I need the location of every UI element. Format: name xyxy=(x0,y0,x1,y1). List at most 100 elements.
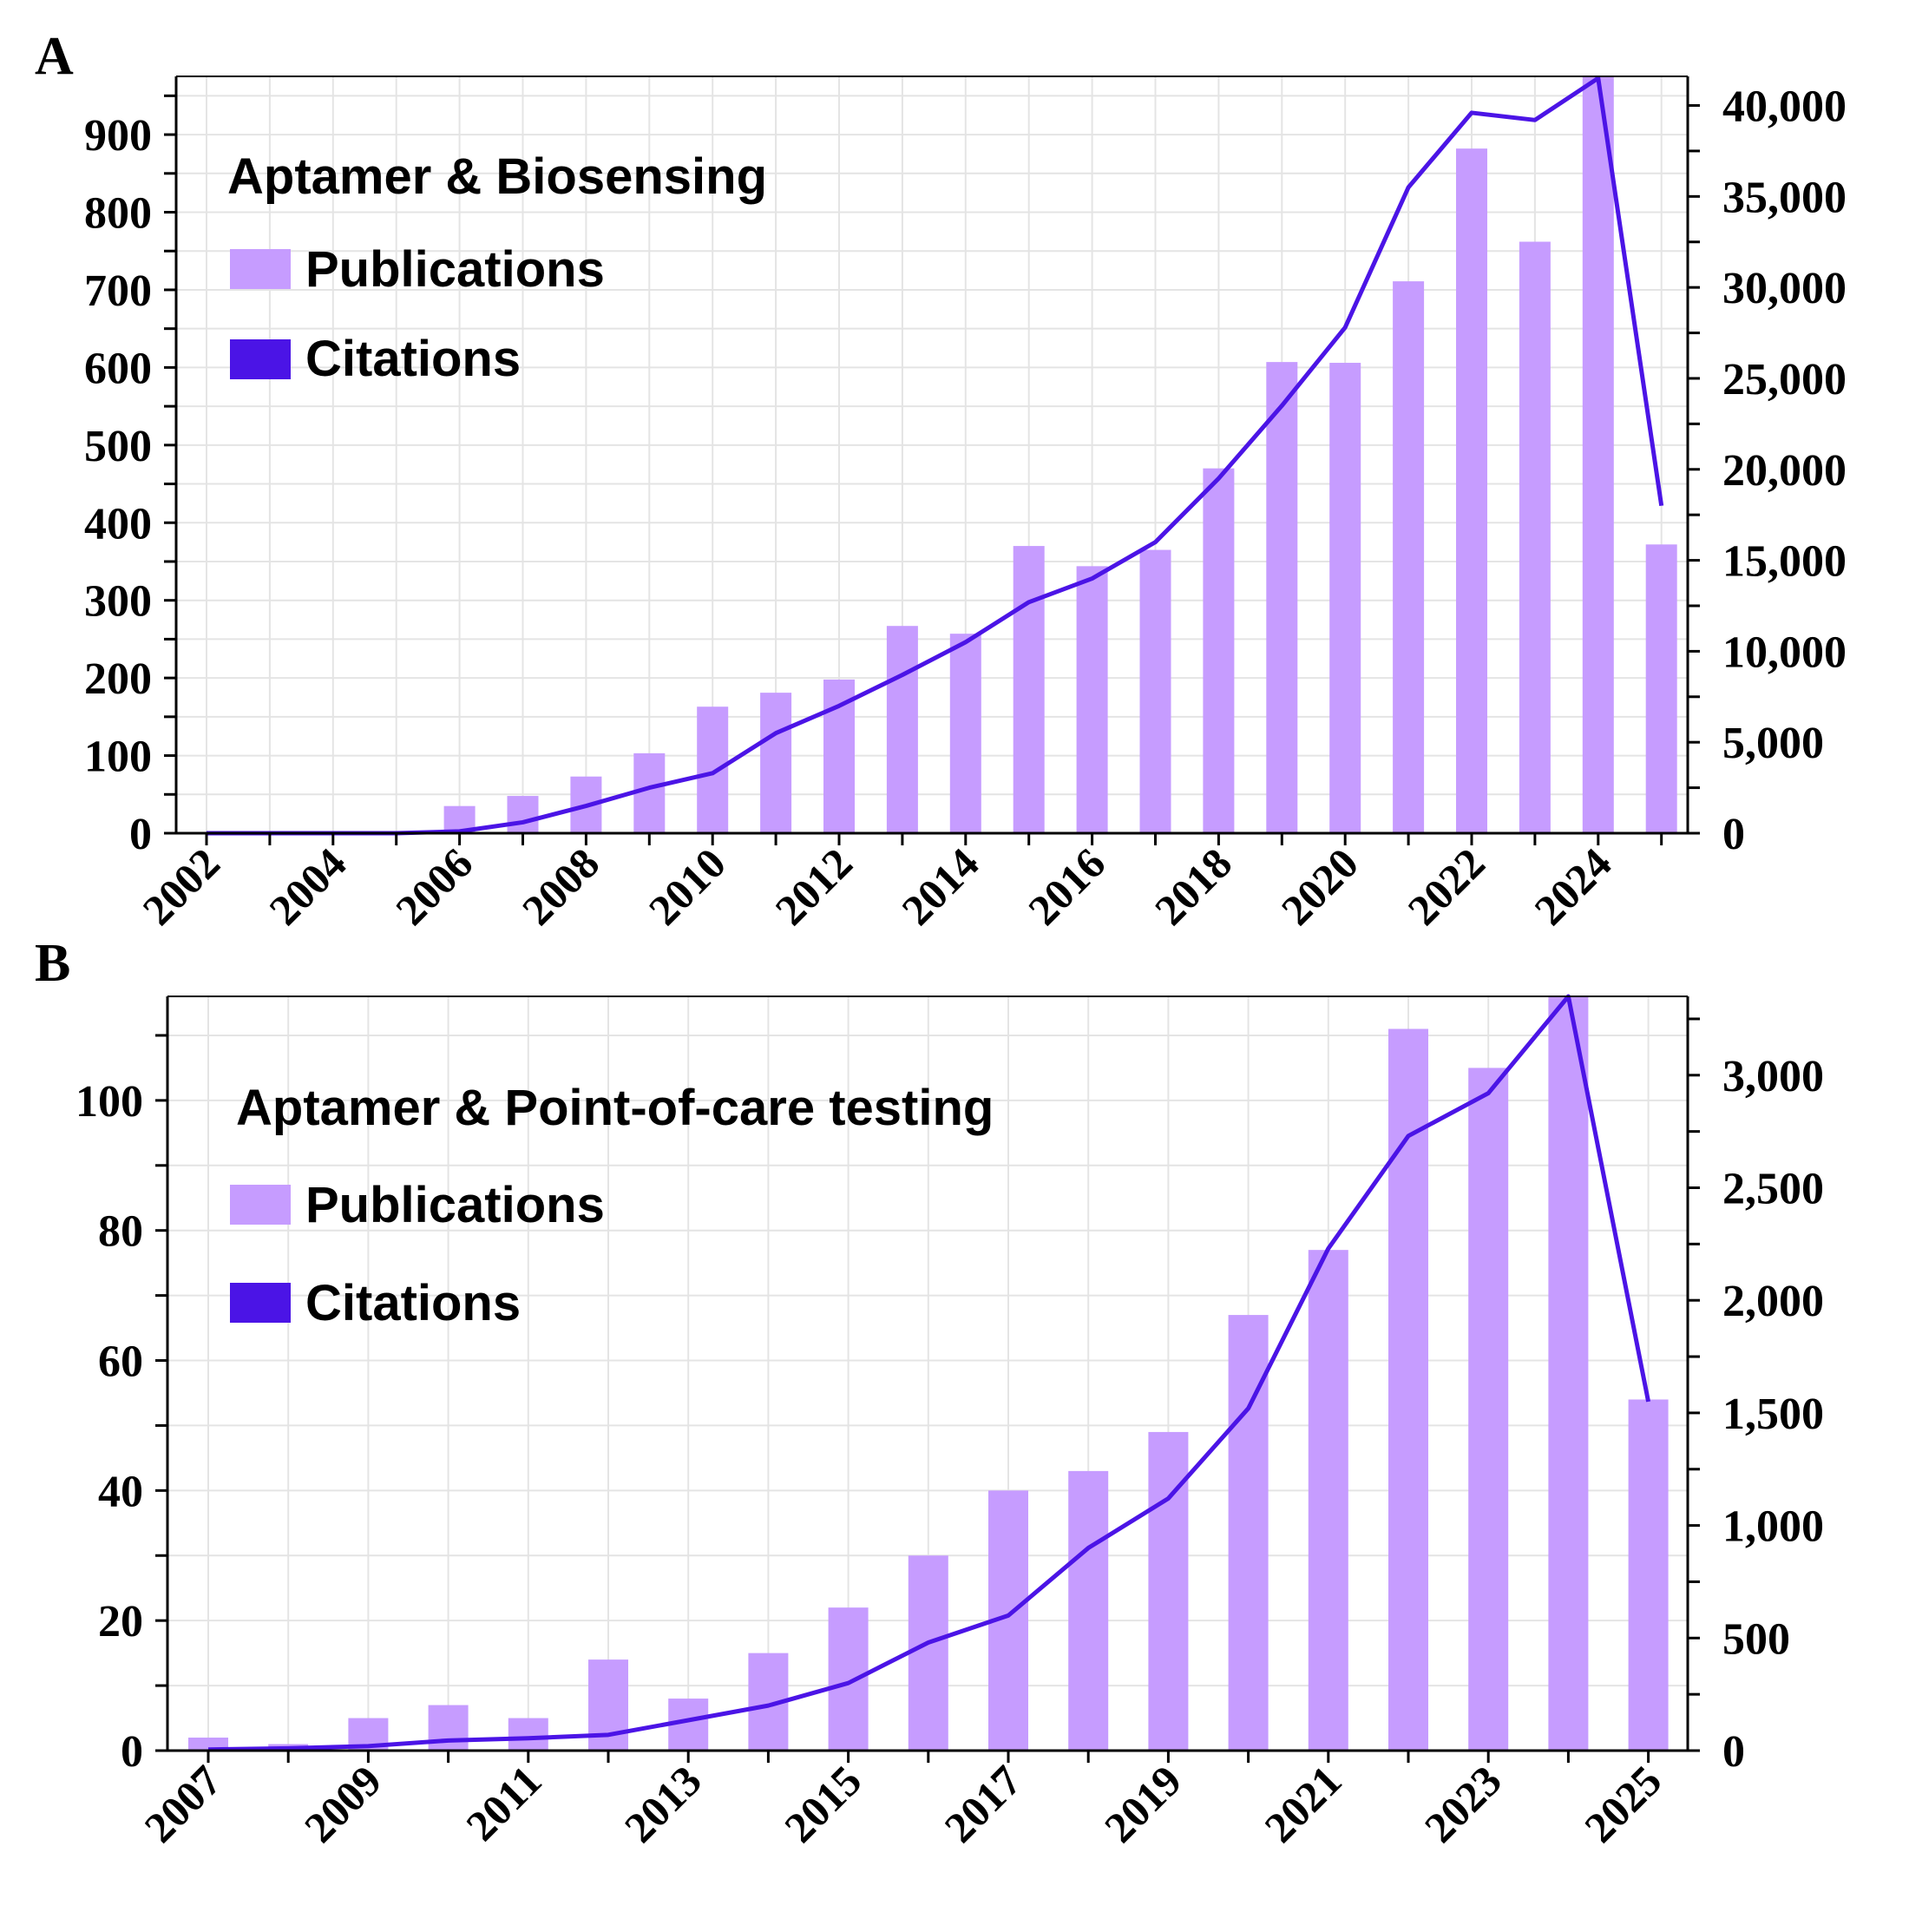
bar-2011 xyxy=(508,1718,548,1751)
bar-2021 xyxy=(1308,1250,1348,1751)
legend-swatch-publications xyxy=(230,249,291,289)
x-tick-label: 2023 xyxy=(1415,1756,1511,1851)
bar-2018 xyxy=(1068,1470,1109,1751)
y-tick-label-right: 15,000 xyxy=(1722,537,1847,587)
panel-b: B 0 20 40 60 80 100 0 500 1,000 1,500 2,000 2,500 3,… xyxy=(35,934,1824,1851)
bar-2011 xyxy=(760,693,792,833)
bar-2025 xyxy=(1628,1399,1669,1751)
bar-2013 xyxy=(886,626,918,833)
bar-2023 xyxy=(1468,1068,1509,1751)
legend: Aptamer & Point-of-care testing Publicat… xyxy=(230,1080,994,1331)
bar-2010 xyxy=(697,706,729,833)
x-tick-label: 2022 xyxy=(1398,838,1493,934)
y-tick-label-left: 900 xyxy=(84,111,152,161)
y-tick-label-left: 40 xyxy=(98,1467,143,1516)
y-tick-label-left: 60 xyxy=(98,1337,143,1387)
x-tick-label: 2007 xyxy=(134,1756,230,1851)
legend-label-citations: Citations xyxy=(305,1275,521,1331)
x-tick-label: 2016 xyxy=(1019,838,1114,934)
panel-a: A 0 100 200 300 400 500 600 700 800 900 0 5,000 10,0… xyxy=(35,27,1847,934)
x-tick-label: 2014 xyxy=(892,838,987,934)
bar-2020 xyxy=(1329,363,1361,834)
x-tick-label: 2008 xyxy=(513,838,608,934)
x-tick-label: 2004 xyxy=(259,838,355,934)
y-tick-label-right: 3,000 xyxy=(1722,1052,1824,1101)
y-tick-label-right: 40,000 xyxy=(1722,82,1847,132)
x-tick-label: 2020 xyxy=(1272,838,1368,934)
x-tick-label: 2012 xyxy=(765,838,861,934)
y-tick-label-left: 200 xyxy=(84,654,152,704)
y-tick-label-left: 800 xyxy=(84,189,152,239)
y-tick-label-right: 2,500 xyxy=(1722,1164,1824,1213)
x-tick-label: 2010 xyxy=(640,838,735,934)
y-tick-label-right: 1,500 xyxy=(1722,1390,1824,1439)
panel-letter: A xyxy=(35,27,74,86)
legend-label-publications: Publications xyxy=(305,241,605,298)
legend-label-citations: Citations xyxy=(305,331,521,387)
x-tick-label: 2021 xyxy=(1255,1756,1350,1851)
y-tick-label-right: 5,000 xyxy=(1722,719,1824,768)
y-tick-label-right: 25,000 xyxy=(1722,355,1847,404)
bar-2022 xyxy=(1388,1028,1428,1751)
bar-2016 xyxy=(1076,566,1108,833)
bars-publications xyxy=(188,996,1669,1751)
y-tick-label-right: 0 xyxy=(1722,1727,1745,1777)
y-tick-label-left: 0 xyxy=(121,1727,143,1777)
y-tick-label-left: 400 xyxy=(84,499,152,549)
legend-swatch-citations xyxy=(230,339,291,379)
y-tick-label-left: 300 xyxy=(84,577,152,627)
bar-2019 xyxy=(1266,362,1298,833)
y-tick-label-left: 80 xyxy=(98,1207,143,1257)
x-tick-label: 2025 xyxy=(1575,1756,1670,1851)
y-tick-label-left: 600 xyxy=(84,344,152,393)
bar-2021 xyxy=(1393,281,1425,833)
y-tick-label-left: 100 xyxy=(75,1077,143,1127)
legend-label-publications: Publications xyxy=(305,1177,605,1233)
bar-2007 xyxy=(507,796,539,833)
y-tick-label-left: 500 xyxy=(84,422,152,471)
y-tick-label-right: 10,000 xyxy=(1722,628,1847,677)
bar-2010 xyxy=(428,1705,469,1751)
x-tick-label: 2013 xyxy=(615,1756,711,1851)
y-tick-label-right: 2,000 xyxy=(1722,1277,1824,1326)
line-citations xyxy=(206,76,1664,836)
bar-2023 xyxy=(1519,241,1551,833)
panel-letter: B xyxy=(35,934,70,993)
bar-2024 xyxy=(1582,76,1614,833)
y-tick-label-right: 500 xyxy=(1722,1614,1790,1664)
bar-2014 xyxy=(949,634,981,833)
citations-line xyxy=(207,76,1664,836)
bar-2015 xyxy=(1013,546,1045,833)
legend-title: Aptamer & Biosensing xyxy=(227,148,767,205)
x-tick-label: 2006 xyxy=(386,838,482,934)
y-tick-label-right: 35,000 xyxy=(1722,173,1847,222)
legend: Aptamer & Biosensing Publications Citati… xyxy=(227,148,767,387)
y-tick-label-right: 1,000 xyxy=(1722,1502,1824,1552)
bar-2017 xyxy=(1139,549,1171,833)
y-tick-label-left: 20 xyxy=(98,1597,143,1646)
bars-publications xyxy=(443,76,1677,834)
bar-2015 xyxy=(828,1607,869,1751)
x-tick-label: 2019 xyxy=(1095,1756,1191,1851)
x-tick-label: 2018 xyxy=(1145,838,1241,934)
bar-2018 xyxy=(1203,468,1235,833)
y-tick-label-right: 0 xyxy=(1722,810,1745,859)
bar-2024 xyxy=(1548,996,1589,1751)
x-tick-label: 2009 xyxy=(295,1756,390,1851)
bar-2022 xyxy=(1456,148,1487,833)
legend-title: Aptamer & Point-of-care testing xyxy=(236,1080,994,1136)
x-tick-label: 2015 xyxy=(775,1756,870,1851)
bar-2020 xyxy=(1228,1315,1269,1751)
y-tick-label-right: 30,000 xyxy=(1722,264,1847,313)
bar-2025 xyxy=(1645,544,1677,833)
x-tick-label: 2024 xyxy=(1525,838,1620,934)
bar-2016 xyxy=(908,1555,948,1751)
x-tick-label: 2011 xyxy=(456,1756,550,1850)
y-tick-label-right: 20,000 xyxy=(1722,446,1847,496)
y-tick-label-left: 700 xyxy=(84,266,152,316)
x-tick-label: 2017 xyxy=(935,1756,1030,1851)
bar-2009 xyxy=(633,752,666,833)
legend-swatch-citations xyxy=(230,1283,291,1323)
y-tick-label-left: 0 xyxy=(129,810,152,859)
